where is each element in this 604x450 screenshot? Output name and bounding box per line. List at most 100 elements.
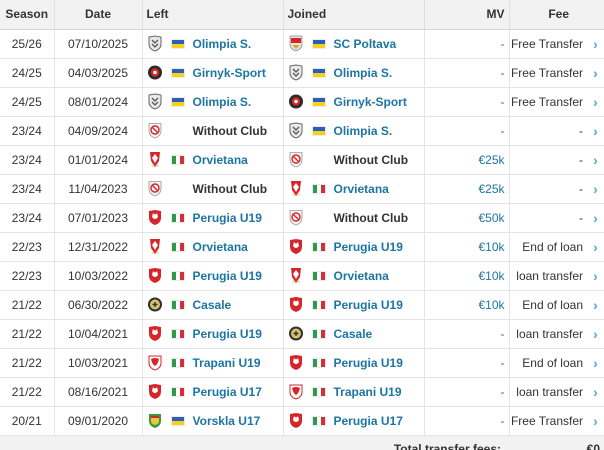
chevron-right-icon[interactable]: › — [593, 122, 598, 139]
chevron-right-icon[interactable]: › — [593, 412, 598, 429]
left-club-name[interactable]: Perugia U19 — [192, 210, 262, 225]
joined-club-name[interactable]: Perugia U17 — [333, 413, 403, 428]
left-club-name[interactable]: Girnyk-Sport — [192, 65, 266, 80]
casale-crest[interactable] — [147, 296, 163, 313]
chevron-right-icon[interactable]: › — [593, 296, 598, 313]
orvietana-crest[interactable]: 1910 — [288, 180, 304, 197]
season-cell: 21/22 — [11, 326, 42, 341]
left-club-name[interactable]: Trapani U19 — [192, 355, 261, 370]
perugia-crest[interactable] — [288, 354, 304, 371]
left-club-name[interactable]: Perugia U19 — [192, 268, 262, 283]
vorskla-crest[interactable] — [147, 412, 163, 429]
joined-club-cell: SC Poltava — [282, 29, 424, 58]
chevron-right-icon[interactable]: › — [593, 151, 598, 168]
perugia-crest[interactable] — [288, 238, 304, 255]
perugia-crest[interactable] — [147, 325, 163, 342]
perugia-crest[interactable] — [288, 412, 304, 429]
chevron-right-icon[interactable]: › — [593, 267, 598, 284]
trapani-crest[interactable] — [147, 354, 163, 371]
chevron-right-icon[interactable]: › — [593, 383, 598, 400]
chevron-right-icon[interactable]: › — [593, 238, 598, 255]
chevron-right-icon[interactable]: › — [593, 93, 598, 110]
italy-flag-icon — [170, 386, 185, 397]
chevron-right-icon[interactable]: › — [593, 180, 598, 197]
left-club-name[interactable]: Olimpia S. — [192, 94, 252, 109]
chevron-right-icon[interactable]: › — [593, 64, 598, 81]
poltava-crest[interactable] — [288, 35, 304, 52]
chevron-right-icon[interactable]: › — [593, 354, 598, 371]
orvietana-crest[interactable]: 1910 — [147, 151, 163, 168]
joined-club-name[interactable]: Perugia U19 — [333, 297, 403, 312]
date-cell: 06/30/2022 — [53, 290, 142, 319]
olimpia-crest[interactable] — [288, 64, 304, 81]
olimpia-crest[interactable] — [147, 35, 163, 52]
girnyk-crest[interactable] — [147, 64, 163, 81]
season-cell: 24/25 — [11, 65, 42, 80]
season-cell: 22/23 — [11, 239, 42, 254]
mv-header: MV — [423, 0, 509, 30]
without-club-icon[interactable] — [147, 122, 163, 139]
joined-club-name[interactable]: Perugia U19 — [333, 355, 403, 370]
left-club-name[interactable]: Olimpia S. — [192, 36, 252, 51]
orvietana-crest[interactable]: 1910 — [288, 267, 304, 284]
chevron-right-icon[interactable]: › — [593, 325, 598, 342]
left-club-name[interactable]: Orvietana — [192, 239, 248, 254]
italy-flag-icon — [170, 357, 185, 368]
total-fees-value: €0 — [509, 435, 604, 450]
market-value-cell: - — [423, 319, 509, 348]
table-row: 22/23 10/03/2022 Perugia U19 1910 Orviet… — [0, 261, 604, 290]
season-cell: 21/22 — [11, 355, 42, 370]
fee-cell: End of loan — [508, 348, 587, 377]
italy-flag-icon — [170, 299, 185, 310]
perugia-crest[interactable] — [147, 209, 163, 226]
left-club-cell: 1910 Orvietana — [141, 232, 283, 261]
joined-club-name[interactable]: SC Poltava — [333, 36, 397, 51]
joined-club-name[interactable]: Olimpia S. — [333, 123, 393, 138]
olimpia-crest[interactable] — [147, 93, 163, 110]
orvietana-crest[interactable]: 1910 — [147, 238, 163, 255]
joined-club-name[interactable]: Orvietana — [333, 268, 389, 283]
date-cell: 04/03/2025 — [53, 58, 142, 87]
left-club-name[interactable]: Perugia U17 — [192, 384, 262, 399]
girnyk-crest[interactable] — [288, 93, 304, 110]
season-cell: 21/22 — [11, 297, 42, 312]
joined-club-cell: Perugia U19 — [282, 348, 424, 377]
joined-club-name[interactable]: Perugia U19 — [333, 239, 403, 254]
olimpia-crest[interactable] — [288, 122, 304, 139]
fee-cell: End of loan — [508, 232, 587, 261]
season-cell: 22/23 — [11, 268, 42, 283]
perugia-crest[interactable] — [288, 296, 304, 313]
perugia-crest[interactable] — [147, 383, 163, 400]
without-club-icon[interactable] — [288, 151, 304, 168]
date-header: Date — [53, 0, 142, 30]
joined-club-name[interactable]: Orvietana — [333, 181, 389, 196]
trapani-crest[interactable] — [288, 383, 304, 400]
fee-cell: Free Transfer — [508, 58, 587, 87]
season-cell: 23/24 — [11, 123, 42, 138]
joined-club-name[interactable]: Girnyk-Sport — [333, 94, 407, 109]
italy-flag-icon — [170, 328, 185, 339]
perugia-crest[interactable] — [147, 267, 163, 284]
left-club-name[interactable]: Perugia U19 — [192, 326, 262, 341]
joined-club-cell: Casale — [282, 319, 424, 348]
left-club-cell: Vorskla U17 — [141, 406, 283, 435]
without-club-icon[interactable] — [147, 180, 163, 197]
italy-flag-icon — [311, 357, 326, 368]
joined-club-name[interactable]: Olimpia S. — [333, 65, 393, 80]
chevron-right-icon[interactable]: › — [593, 209, 598, 226]
svg-text:1910: 1910 — [151, 164, 159, 168]
left-club-name[interactable]: Vorskla U17 — [192, 413, 261, 428]
market-value-cell: - — [423, 348, 509, 377]
joined-club-name[interactable]: Trapani U19 — [333, 384, 402, 399]
joined-club-name[interactable]: Casale — [333, 326, 373, 341]
casale-crest[interactable] — [288, 325, 304, 342]
left-club-name[interactable]: Orvietana — [192, 152, 248, 167]
left-club-cell: Perugia U17 — [141, 377, 283, 406]
chevron-right-icon[interactable]: › — [593, 35, 598, 52]
left-club-cell: Olimpia S. — [141, 87, 283, 116]
season-cell: 23/24 — [11, 152, 42, 167]
without-club-icon[interactable] — [288, 209, 304, 226]
left-club-name[interactable]: Casale — [192, 297, 232, 312]
left-club-cell: Casale — [141, 290, 283, 319]
